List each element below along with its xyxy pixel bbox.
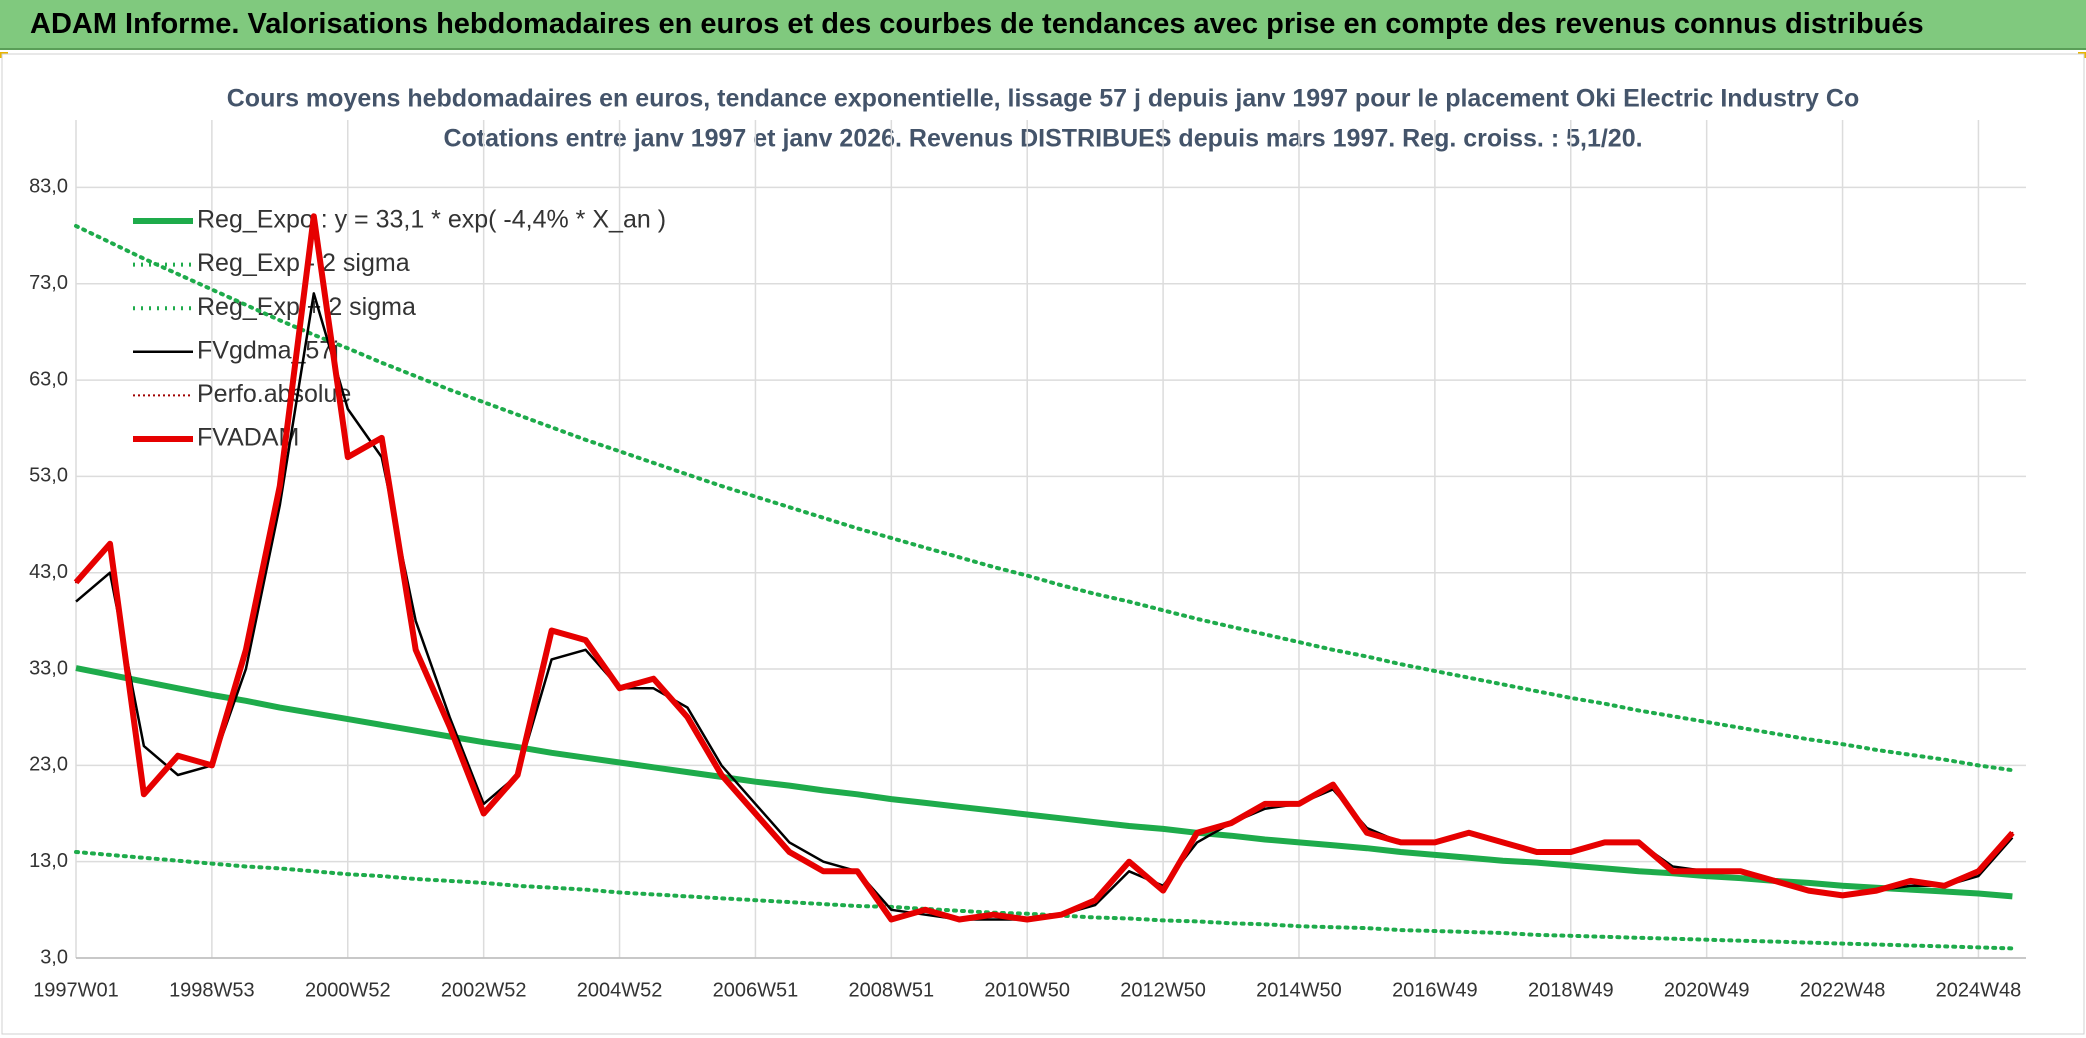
x-tick-label: 2024W48 xyxy=(1936,979,2022,1001)
y-tick-label: 73,0 xyxy=(29,272,68,294)
y-tick-label: 13,0 xyxy=(29,850,68,872)
y-tick-label: 83,0 xyxy=(29,176,68,198)
x-tick-label: 2018W49 xyxy=(1528,979,1614,1001)
chart-subtitle: Cotations entre janv 1997 et janv 2026. … xyxy=(443,125,1642,153)
x-tick-label: 2014W50 xyxy=(1256,979,1342,1001)
y-tick-label: 53,0 xyxy=(29,465,68,487)
legend-label: FVgdma_57j xyxy=(197,336,339,364)
y-tick-label: 43,0 xyxy=(29,561,68,583)
series-line xyxy=(74,224,2015,773)
x-tick-label: 2020W49 xyxy=(1664,979,1750,1001)
x-tick-label: 2010W50 xyxy=(984,979,1070,1001)
y-tick-label: 33,0 xyxy=(29,657,68,679)
title-bar: ADAM Informe. Valorisations hebdomadaire… xyxy=(0,0,2086,50)
chart-frame xyxy=(1,53,2085,1035)
x-tick-label: 2016W49 xyxy=(1392,979,1478,1001)
legend-label: Perfo.absolue xyxy=(197,380,351,408)
series-line xyxy=(73,213,2015,923)
chart-title: Cours moyens hebdomadaires en euros, ten… xyxy=(227,85,1859,113)
x-tick-label: 2000W52 xyxy=(305,979,391,1001)
x-tick-label: 1998W53 xyxy=(169,979,255,1001)
x-tick-label: 2002W52 xyxy=(441,979,527,1001)
x-tick-label: 2022W48 xyxy=(1800,979,1886,1001)
x-tick-label: 1997W01 xyxy=(33,979,119,1001)
legend: Reg_Expo : y = 33,1 * exp( -4,4% * X_an … xyxy=(133,206,666,452)
series-line xyxy=(75,665,2013,900)
page-title: ADAM Informe. Valorisations hebdomadaire… xyxy=(30,8,1924,40)
legend-label: Reg_Exp - 2 sigma xyxy=(197,249,410,277)
x-tick-label: 2006W51 xyxy=(713,979,799,1001)
y-tick-label: 3,0 xyxy=(40,946,68,968)
x-tick-label: 2012W50 xyxy=(1120,979,1206,1001)
chart: Cours moyens hebdomadaires en euros, ten… xyxy=(0,52,2086,1035)
x-tick-label: 2008W51 xyxy=(849,979,935,1001)
y-tick-label: 23,0 xyxy=(29,754,68,776)
x-tick-label: 2004W52 xyxy=(577,979,663,1001)
legend-label: Reg_Expo : y = 33,1 * exp( -4,4% * X_an … xyxy=(197,206,666,234)
y-tick-label: 63,0 xyxy=(29,368,68,390)
